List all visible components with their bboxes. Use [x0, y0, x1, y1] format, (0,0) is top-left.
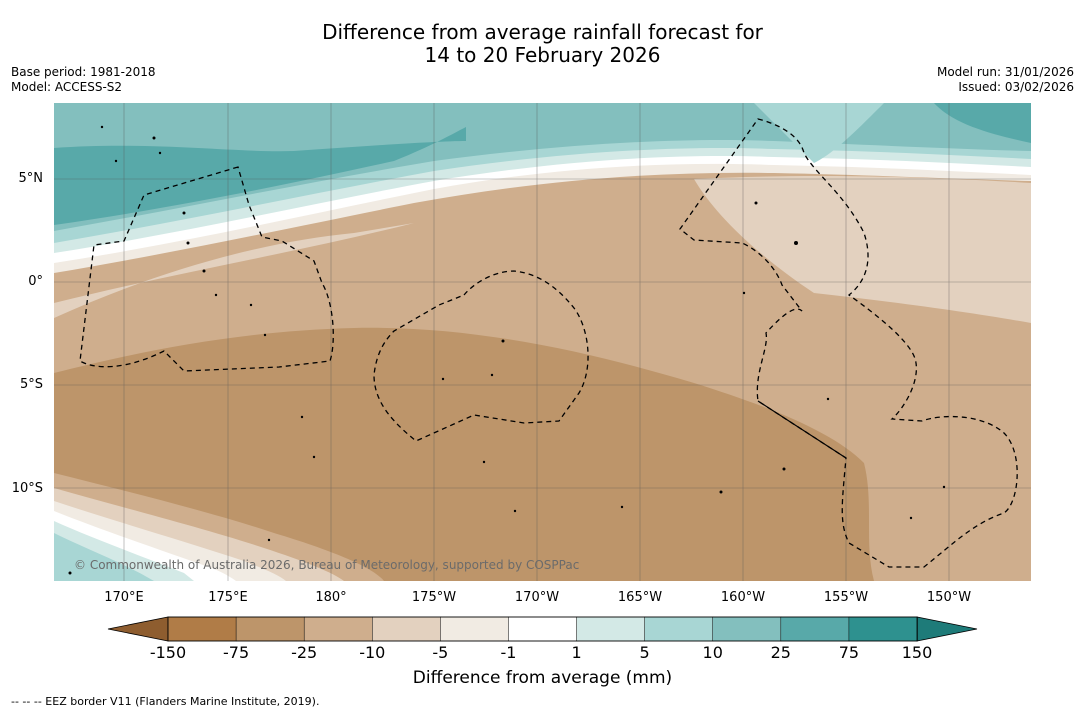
colorbar-tick-label: -75 — [223, 643, 250, 662]
zone-p10-patch — [754, 103, 884, 163]
colorbar-tick-label: 10 — [702, 643, 723, 662]
island — [782, 467, 786, 471]
map-svg — [54, 103, 1031, 581]
eez-segment-solid — [757, 400, 847, 459]
island — [68, 571, 72, 575]
model-run: Model run: 31/01/2026 — [936, 65, 1074, 79]
island — [100, 125, 104, 129]
zone-n75 — [54, 327, 874, 581]
island — [482, 460, 486, 464]
model-name: Model: ACCESS-S2 — [11, 80, 123, 94]
lon-label-155w: 155°W — [823, 590, 869, 605]
colorbar-tick-label: 75 — [838, 643, 860, 662]
colorbar-title: Difference from average (mm) — [412, 668, 673, 688]
island — [114, 159, 118, 163]
copyright-text: © Commonwealth of Australia 2026, Bureau… — [74, 558, 580, 572]
colorbar-segment — [372, 616, 442, 642]
lon-label-170w: 170°W — [514, 590, 560, 605]
colorbar-tick-label: 25 — [770, 643, 791, 662]
island — [202, 269, 206, 273]
zone-p75-west — [54, 127, 466, 225]
zone-n10-east — [694, 176, 1031, 303]
eez-borders — [79, 118, 1018, 568]
graticule — [54, 103, 1031, 581]
island — [490, 373, 494, 377]
eez-tokelau — [373, 270, 589, 442]
island — [152, 136, 156, 140]
island — [263, 333, 267, 337]
colorbar-tick-label: -25 — [291, 643, 318, 662]
colorbar-segment — [440, 616, 510, 642]
lat-label-5s: 5°S — [19, 377, 43, 392]
colorbar-segment — [576, 616, 646, 642]
colorbar-tick-label: 150 — [901, 643, 933, 662]
island — [794, 241, 798, 245]
lon-label-180: 180° — [315, 590, 347, 605]
rainfall-map[interactable]: © Commonwealth of Australia 2026, Bureau… — [54, 103, 1031, 581]
lon-label-175e: 175°E — [208, 590, 248, 605]
colorbar-tick-label: 5 — [639, 643, 650, 662]
island — [186, 241, 190, 245]
title-line-1: Difference from average rainfall forecas… — [322, 20, 763, 44]
lon-label-160w: 160°W — [720, 590, 766, 605]
meta-left: Base period: 1981-2018 Model: ACCESS-S2 — [11, 65, 156, 95]
title-line-2: 14 to 20 February 2026 — [424, 43, 661, 67]
island — [214, 293, 218, 297]
island — [158, 151, 162, 155]
zone-n10-southeast — [814, 275, 1031, 323]
lon-label-170e: 170°E — [104, 590, 144, 605]
zone-sw-p10 — [54, 533, 154, 581]
colorbar-segment — [644, 616, 714, 642]
colorbar-extend-high — [916, 616, 978, 642]
colorbar-segments — [167, 616, 918, 642]
island — [942, 485, 946, 489]
lon-label-165w: 165°W — [617, 590, 663, 605]
colorbar-segment — [303, 616, 374, 642]
colorbar-segment — [712, 616, 782, 642]
colorbar-tick-label: 1 — [571, 643, 582, 662]
colorbar-extend-low — [107, 616, 169, 642]
colorbar-tick-label: -1 — [500, 643, 517, 662]
islands — [68, 125, 946, 575]
island — [182, 211, 186, 215]
zone-p75-east — [934, 103, 1031, 143]
island — [826, 397, 830, 401]
island — [719, 490, 723, 494]
colorbar-tick-label: -5 — [432, 643, 449, 662]
island — [312, 455, 316, 459]
issued-date: Issued: 03/02/2026 — [958, 80, 1074, 94]
island — [267, 538, 271, 542]
eez-kiribati-east — [679, 118, 1018, 568]
colorbar-frame — [167, 616, 918, 642]
island — [300, 415, 304, 419]
chart-title: Difference from average rainfall forecas… — [0, 21, 1085, 67]
colorbar-segment — [167, 616, 237, 642]
colorbar-tick-label: -10 — [359, 643, 386, 662]
lat-label-0: 0° — [28, 274, 43, 289]
island — [441, 377, 445, 381]
eez-kiribati-west — [79, 166, 334, 372]
island — [513, 509, 517, 513]
island — [501, 339, 505, 343]
colorbar-segment — [508, 616, 578, 642]
eez-footnote: -- -- -- EEZ border V11 (Flanders Marine… — [11, 695, 320, 708]
colorbar-segment — [848, 616, 918, 642]
island — [249, 303, 253, 307]
lat-label-10s: 10°S — [11, 481, 43, 496]
island — [742, 291, 746, 295]
colorbar-tick-label: -150 — [149, 643, 187, 662]
meta-right: Model run: 31/01/2026 Issued: 03/02/2026 — [937, 65, 1074, 95]
lon-label-150w: 150°W — [926, 590, 972, 605]
lon-label-175w: 175°W — [411, 590, 457, 605]
base-period: Base period: 1981-2018 — [11, 65, 156, 79]
colorbar-segment — [780, 616, 850, 642]
island — [909, 516, 913, 520]
colorbar-segment — [235, 616, 305, 642]
island — [754, 201, 758, 205]
lat-label-5n: 5°N — [18, 171, 44, 186]
island — [620, 505, 624, 509]
